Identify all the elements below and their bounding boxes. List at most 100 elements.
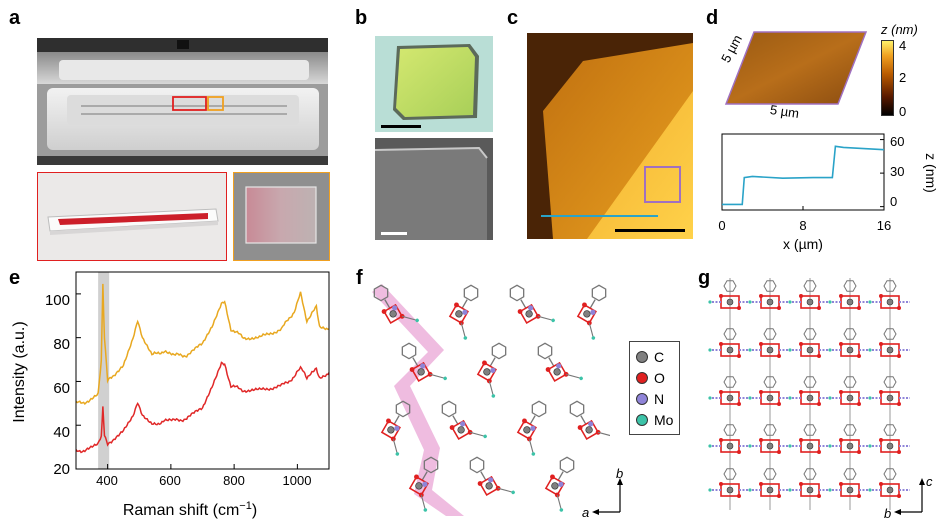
molecule xyxy=(748,424,790,454)
molecule xyxy=(469,456,515,496)
profile-ytick-0: 0 xyxy=(890,194,897,209)
afm-3d-surface xyxy=(724,31,868,105)
panel-label-b: b xyxy=(355,7,368,29)
profile-ytick-30: 30 xyxy=(890,164,904,179)
molecule xyxy=(708,280,750,310)
raman-ytick-80: 80 xyxy=(53,336,70,353)
molecule xyxy=(448,284,479,340)
legend-label-n: N xyxy=(654,390,665,407)
legend-label-c: C xyxy=(654,348,665,365)
axis-label-b-f: b xyxy=(616,468,623,481)
profile-xtick-0: 0 xyxy=(718,218,725,233)
legend-swatch-o xyxy=(636,371,648,384)
sem-image xyxy=(375,138,493,240)
furnace-drawing xyxy=(37,38,328,165)
raman-xtick-800: 800 xyxy=(223,473,245,488)
molecule xyxy=(788,376,830,406)
axis-indicator-bc: c b xyxy=(884,474,933,521)
molecule xyxy=(828,376,870,406)
boat-drawing xyxy=(38,173,226,260)
raman-ylabel: Intensity (a.u.) xyxy=(11,321,28,422)
legend-label-mo: Mo xyxy=(654,411,674,428)
highlight-band xyxy=(98,272,110,469)
raman-xtick-600: 600 xyxy=(159,473,181,488)
profile-xtick-16: 16 xyxy=(877,218,891,233)
legend-swatch-n xyxy=(636,392,648,405)
axis-label-c-g: c xyxy=(926,474,933,489)
sem-crystal xyxy=(375,138,493,240)
optical-crystal xyxy=(375,36,493,132)
legend-swatch-mo xyxy=(636,413,648,426)
raman-frame xyxy=(75,271,330,470)
molecule xyxy=(748,376,790,406)
colorbar-tick-4: 4 xyxy=(899,38,907,53)
molecule xyxy=(401,342,447,382)
molecule xyxy=(509,284,555,324)
profile-xtick-8: 8 xyxy=(799,218,806,233)
afm-drawing xyxy=(527,33,693,239)
profile-ytick-60: 60 xyxy=(890,134,904,149)
raman-series-orange xyxy=(75,283,330,405)
profile-series-line xyxy=(722,145,885,206)
raman-ytick-100: 100 xyxy=(45,292,70,309)
molecule xyxy=(788,424,830,454)
molecule xyxy=(748,328,790,358)
profile-frame xyxy=(721,133,885,211)
molecule xyxy=(788,328,830,358)
structure-ab-molecules xyxy=(373,284,610,512)
molecule xyxy=(544,456,575,512)
optical-image xyxy=(375,36,493,132)
molecule xyxy=(380,400,411,456)
molecule xyxy=(476,342,507,398)
structure-bc-view xyxy=(708,278,910,510)
panel-label-c: c xyxy=(507,7,519,29)
substrate-photo xyxy=(233,172,330,261)
molecule xyxy=(868,328,910,358)
molecule xyxy=(748,280,790,310)
molecule xyxy=(868,280,910,310)
profile-xlabel: x (µm) xyxy=(783,236,823,252)
structure-ab-view xyxy=(372,284,610,516)
structure-bc-molecules xyxy=(708,278,910,510)
colorbar-tick-0: 0 xyxy=(899,104,907,119)
raman-ytick-40: 40 xyxy=(53,424,70,441)
raman-plot: 400 600 800 1000 100 80 60 40 20 Raman s… xyxy=(11,271,330,519)
structure-highlight xyxy=(372,284,464,516)
raman-xtick-1000: 1000 xyxy=(283,473,312,488)
molecule xyxy=(576,284,607,340)
afm-3d-view xyxy=(718,20,878,120)
substrate-drawing xyxy=(234,173,329,260)
panel-label-d: d xyxy=(706,7,719,29)
axis-label-b-g: b xyxy=(884,506,891,521)
molecule xyxy=(748,468,790,498)
molecule xyxy=(516,400,547,456)
afm-image xyxy=(527,33,693,239)
atom-legend: C O N Mo xyxy=(629,341,681,435)
legend-item-mo: Mo xyxy=(636,409,673,430)
raman-xtick-400: 400 xyxy=(96,473,118,488)
molecule xyxy=(828,328,870,358)
panel-label-f: f xyxy=(356,267,363,289)
molecule xyxy=(868,468,910,498)
raman-xlabel: Raman shift (cm−1) xyxy=(123,500,257,519)
legend-item-n: N xyxy=(636,388,673,409)
profile-ylabel: z (nm) xyxy=(923,153,939,193)
molecule xyxy=(788,280,830,310)
colorbar xyxy=(881,40,894,116)
molecule xyxy=(828,280,870,310)
profile-ticks xyxy=(721,139,885,210)
molecule xyxy=(373,284,419,324)
molecule xyxy=(708,376,750,406)
panel-label-a: a xyxy=(9,7,21,29)
molecule xyxy=(868,376,910,406)
molecule xyxy=(408,456,439,512)
panel-label-g: g xyxy=(698,267,711,289)
raman-ytick-20: 20 xyxy=(53,461,70,478)
molecule xyxy=(868,424,910,454)
axis-label-a-f: a xyxy=(582,505,589,520)
legend-label-o: O xyxy=(654,369,665,386)
molecule xyxy=(708,424,750,454)
molecule xyxy=(828,424,870,454)
molecule xyxy=(441,400,487,440)
molecule xyxy=(708,328,750,358)
